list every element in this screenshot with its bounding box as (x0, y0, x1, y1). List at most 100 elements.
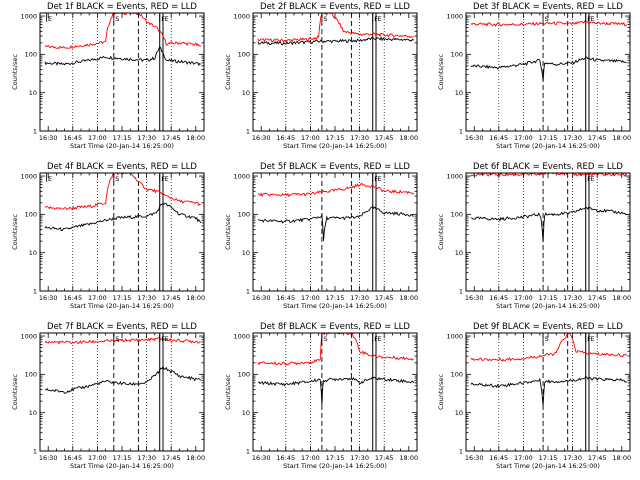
panel-title: Det 5f BLACK = Events, RED = LLD (260, 162, 410, 172)
x-tick-label: 16:30 (252, 134, 271, 142)
x-axis-label: Start Time (20-Jan-14 16:25:00) (70, 142, 174, 150)
x-tick-label: 17:45 (162, 454, 181, 462)
x-tick-label: 16:45 (276, 454, 295, 462)
plot-frame (39, 332, 205, 452)
x-axis-label: Start Time (20-Jan-14 16:25:00) (283, 462, 387, 470)
plot-frame (465, 172, 631, 292)
plot-frame (252, 332, 418, 452)
marker-s: S (545, 15, 549, 23)
x-tick-label: 17:15 (113, 134, 132, 142)
x-tick-label: 16:30 (465, 454, 484, 462)
x-tick-label: 17:15 (326, 134, 345, 142)
x-tick-label: 17:30 (137, 454, 156, 462)
x-tick-label: 17:15 (539, 134, 558, 142)
marker-e: E (48, 15, 52, 23)
panel-5: Det 5f BLACK = Events, RED = LLD 1 10 100 10… (224, 162, 418, 310)
y-tick-label: 1000 (20, 332, 37, 340)
x-tick-label: 16:45 (276, 134, 295, 142)
plot-frame (252, 12, 418, 132)
x-tick-label: 17:45 (375, 294, 394, 302)
panel-1: Det 1f BLACK = Events, RED = LLD 1 10 100 10… (11, 2, 205, 150)
series-line-lld (470, 333, 628, 362)
x-tick-label: 17:30 (350, 454, 369, 462)
x-axis-label: Start Time (20-Jan-14 16:25:00) (283, 302, 387, 310)
marker-e: E (378, 175, 382, 183)
panel-title: Det 8f BLACK = Events, RED = LLD (260, 322, 410, 332)
x-tick-label: 17:45 (588, 294, 607, 302)
series-line-events (44, 46, 201, 67)
x-tick-label: 18:00 (612, 454, 631, 462)
series-line-lld (257, 182, 415, 198)
y-tick-label: 1 (33, 287, 37, 295)
plot-frame (465, 12, 631, 132)
x-tick-label: 17:00 (301, 294, 320, 302)
x-tick-label: 16:30 (39, 294, 58, 302)
x-axis-label: Start Time (20-Jan-14 16:25:00) (496, 302, 600, 310)
y-tick-label: 100 (25, 371, 37, 379)
plot-frame (39, 12, 205, 132)
x-tick-label: 17:00 (514, 294, 533, 302)
marker-s: S (323, 15, 327, 23)
y-tick-label: 10 (242, 249, 250, 257)
marker-e: E (165, 175, 169, 183)
y-tick-label: 1000 (446, 332, 463, 340)
y-tick-label: 10 (242, 89, 250, 97)
y-tick-label: 1000 (446, 12, 463, 20)
x-tick-label: 17:00 (88, 454, 107, 462)
x-tick-label: 17:30 (563, 454, 582, 462)
series-line-lld (44, 173, 201, 211)
y-axis-label: Counts/sec (11, 54, 19, 90)
x-tick-label: 18:00 (612, 134, 631, 142)
marker-e: E (165, 15, 169, 23)
x-tick-label: 16:45 (276, 294, 295, 302)
x-tick-label: 17:45 (588, 134, 607, 142)
x-tick-label: 17:45 (162, 134, 181, 142)
x-tick-label: 17:15 (113, 294, 132, 302)
marker-s: S (115, 175, 119, 183)
x-tick-label: 17:15 (539, 454, 558, 462)
marker-e: E (591, 335, 595, 343)
y-tick-label: 100 (451, 211, 463, 219)
x-tick-label: 16:30 (39, 454, 58, 462)
y-tick-label: 1000 (233, 332, 250, 340)
x-tick-label: 16:45 (489, 134, 508, 142)
panel-title: Det 4f BLACK = Events, RED = LLD (47, 162, 197, 172)
x-tick-label: 17:15 (113, 454, 132, 462)
x-tick-label: 18:00 (186, 134, 205, 142)
y-tick-label: 10 (455, 89, 463, 97)
y-axis-label: Counts/sec (224, 214, 232, 250)
x-axis-label: Start Time (20-Jan-14 16:25:00) (496, 462, 600, 470)
x-axis-label: Start Time (20-Jan-14 16:25:00) (496, 142, 600, 150)
x-tick-label: 17:30 (350, 294, 369, 302)
y-tick-label: 100 (238, 371, 250, 379)
panel-8: Det 8f BLACK = Events, RED = LLD 1 10 100 10… (224, 322, 418, 470)
y-axis-label: Counts/sec (437, 214, 445, 250)
x-tick-label: 16:30 (252, 454, 271, 462)
x-tick-label: 17:30 (563, 134, 582, 142)
y-tick-label: 1 (33, 447, 37, 455)
marker-e: E (378, 335, 382, 343)
y-axis-label: Counts/sec (437, 54, 445, 90)
panel-6: Det 6f BLACK = Events, RED = LLD 1 10 100 10… (437, 162, 631, 310)
x-tick-label: 16:45 (63, 294, 82, 302)
plot-frame (465, 332, 631, 452)
y-axis-label: Counts/sec (11, 214, 19, 250)
x-tick-label: 17:15 (326, 294, 345, 302)
y-axis-label: Counts/sec (224, 54, 232, 90)
panel-4: Det 4f BLACK = Events, RED = LLD 1 10 100 10… (11, 162, 205, 310)
marker-s: S (545, 335, 549, 343)
marker-e: E (48, 175, 52, 183)
x-tick-label: 17:45 (375, 134, 394, 142)
x-tick-label: 18:00 (399, 294, 418, 302)
series-line-events (44, 202, 202, 231)
y-tick-label: 1 (459, 287, 463, 295)
y-tick-label: 10 (29, 89, 37, 97)
plot-frame (39, 172, 205, 292)
y-tick-label: 1 (459, 127, 463, 135)
series-line-events (257, 376, 415, 405)
panel-title: Det 7f BLACK = Events, RED = LLD (47, 322, 197, 332)
panel-title: Det 2f BLACK = Events, RED = LLD (260, 2, 410, 12)
x-tick-label: 18:00 (186, 294, 205, 302)
panel-title: Det 9f BLACK = Events, RED = LLD (473, 322, 623, 332)
y-tick-label: 1000 (446, 172, 463, 180)
